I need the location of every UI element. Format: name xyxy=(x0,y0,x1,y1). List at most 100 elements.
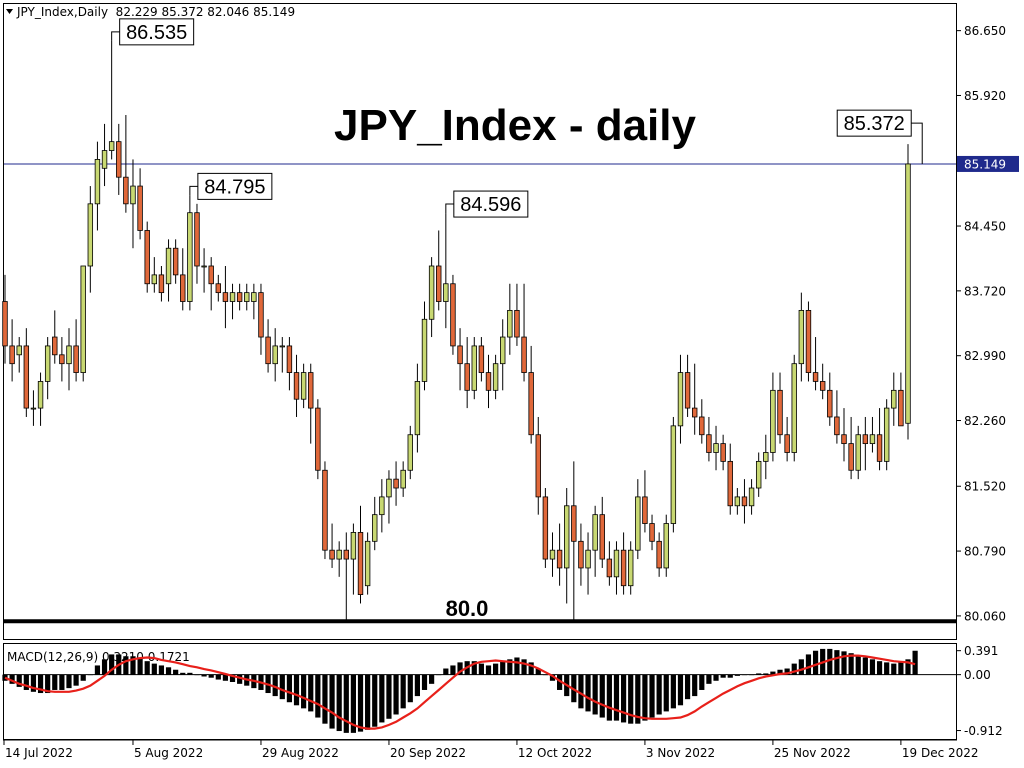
candle-body xyxy=(172,247,179,276)
macd-bar xyxy=(101,659,108,675)
candle xyxy=(151,257,158,293)
x-tick-label: 3 Nov 2022 xyxy=(646,746,715,760)
candle-body xyxy=(549,549,556,560)
candle xyxy=(834,390,840,444)
candle-body xyxy=(891,389,897,409)
support-line-group: 80.0 xyxy=(4,596,956,624)
macd-bar xyxy=(194,674,200,676)
candle xyxy=(194,203,200,284)
candle-body xyxy=(649,523,655,542)
macd-bar xyxy=(770,671,776,675)
candle xyxy=(564,488,570,604)
candle-body xyxy=(677,372,684,427)
candle xyxy=(414,363,421,453)
candle xyxy=(628,541,634,595)
candle-body xyxy=(293,372,300,400)
candle xyxy=(663,514,669,577)
candle-body xyxy=(137,185,143,231)
candle xyxy=(364,532,371,595)
candle-body xyxy=(827,389,833,418)
candle-body xyxy=(421,318,428,382)
x-tick-label: 29 Aug 2022 xyxy=(262,746,339,760)
candle xyxy=(478,337,485,382)
macd-bar xyxy=(322,674,328,724)
candle xyxy=(144,221,150,293)
candle-body xyxy=(819,381,826,391)
candle xyxy=(357,505,364,604)
candle xyxy=(599,496,605,568)
macd-bar xyxy=(66,674,72,689)
candle xyxy=(507,283,513,355)
candle xyxy=(308,363,314,444)
macd-bar xyxy=(905,659,911,675)
y-tick-label: 80.060 xyxy=(964,609,1006,623)
candle xyxy=(208,257,214,311)
macd-bar xyxy=(500,661,506,675)
candle xyxy=(606,541,613,586)
macd-bar xyxy=(329,674,335,729)
macd-bar xyxy=(656,674,662,715)
candle xyxy=(905,144,911,440)
macd-bar xyxy=(180,672,186,675)
candle-body xyxy=(507,309,513,338)
price-annotation: 84.795 xyxy=(189,172,273,200)
candle-body xyxy=(208,265,214,285)
current-price-label: 85.149 xyxy=(964,157,1006,171)
candle-body xyxy=(44,345,51,382)
macd-bar xyxy=(187,672,193,675)
candle-body xyxy=(485,372,492,391)
candle xyxy=(656,532,662,577)
candle xyxy=(898,372,904,427)
candle-body xyxy=(201,265,207,268)
macd-bar xyxy=(286,674,293,703)
macd-bar xyxy=(521,659,527,675)
macd-bar xyxy=(542,674,548,676)
candle xyxy=(372,496,378,551)
candle-body xyxy=(478,345,485,373)
candle-body xyxy=(784,434,790,453)
candle-body xyxy=(194,212,200,267)
candle-body xyxy=(23,345,30,409)
candle-body xyxy=(80,265,86,373)
candle xyxy=(37,372,44,426)
macd-bar xyxy=(393,674,399,715)
candle xyxy=(350,523,357,595)
macd-label: MACD(12,26,9) 0.3210 0.1721 xyxy=(7,650,190,664)
annotation-label: 84.795 xyxy=(204,176,265,198)
candle-body xyxy=(571,505,577,542)
candle xyxy=(215,274,222,302)
candle-body xyxy=(869,434,876,445)
candlestick-series xyxy=(2,40,911,622)
macd-bar xyxy=(628,674,634,724)
candle xyxy=(791,354,797,462)
macd-bar xyxy=(756,673,762,675)
candle-body xyxy=(450,283,456,347)
triangle-down-icon[interactable] xyxy=(6,9,13,14)
candle xyxy=(876,408,883,471)
macd-bar xyxy=(841,651,847,675)
candle xyxy=(841,408,847,462)
candle xyxy=(286,337,293,391)
candle xyxy=(812,337,819,391)
candle-body xyxy=(123,176,129,205)
candle xyxy=(457,328,463,391)
candle-body xyxy=(130,185,136,205)
macd-bar xyxy=(23,674,29,690)
x-tick-label: 25 Nov 2022 xyxy=(774,746,851,760)
macd-bar xyxy=(535,668,541,675)
candle-body xyxy=(94,159,101,205)
price-annotation: 85.372 xyxy=(836,109,923,164)
candle xyxy=(73,319,79,382)
candle xyxy=(748,479,755,515)
candle xyxy=(798,292,805,382)
candle-body xyxy=(236,292,243,302)
annotation-box xyxy=(197,172,273,200)
candle xyxy=(763,434,769,480)
candle-body xyxy=(620,549,627,587)
candle-body xyxy=(59,354,65,365)
y-tick-label: 86.650 xyxy=(964,24,1006,38)
macd-bar xyxy=(165,667,172,675)
candle xyxy=(514,283,520,346)
candle xyxy=(407,425,413,480)
macd-bar xyxy=(741,674,748,676)
